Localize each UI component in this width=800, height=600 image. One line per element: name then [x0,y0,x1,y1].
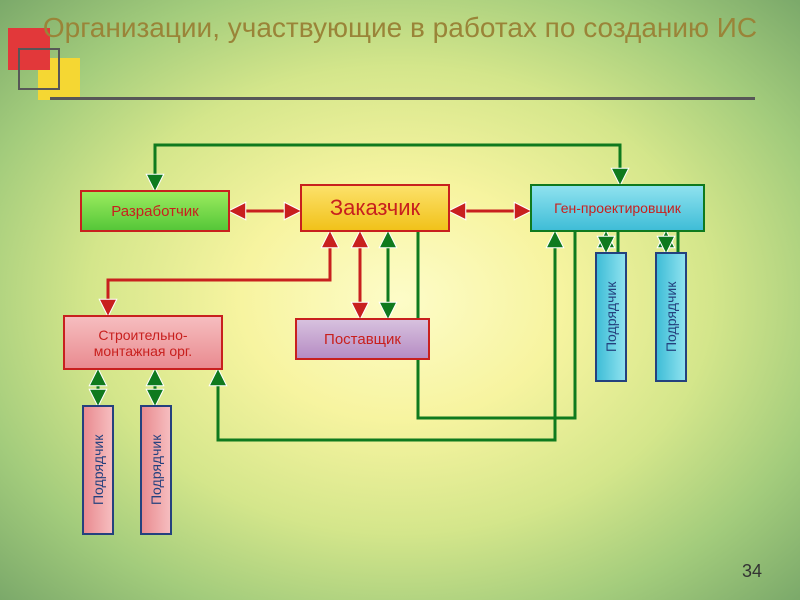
page-title: Организации, участвующие в работах по со… [0,12,800,44]
node-sub4: Подрядчик [655,252,687,382]
node-supplier: Поставщик [295,318,430,360]
deco-square-frame [18,48,60,90]
node-developer: Разработчик [80,190,230,232]
node-sub2: Подрядчик [140,405,172,535]
title-underline [50,97,755,100]
node-sub1: Подрядчик [82,405,114,535]
node-sub3: Подрядчик [595,252,627,382]
node-gendesigner: Ген-проектировщик [530,184,705,232]
page-number: 34 [742,561,762,582]
node-customer: Заказчик [300,184,450,232]
node-construction: Строительно-монтажная орг. [63,315,223,370]
